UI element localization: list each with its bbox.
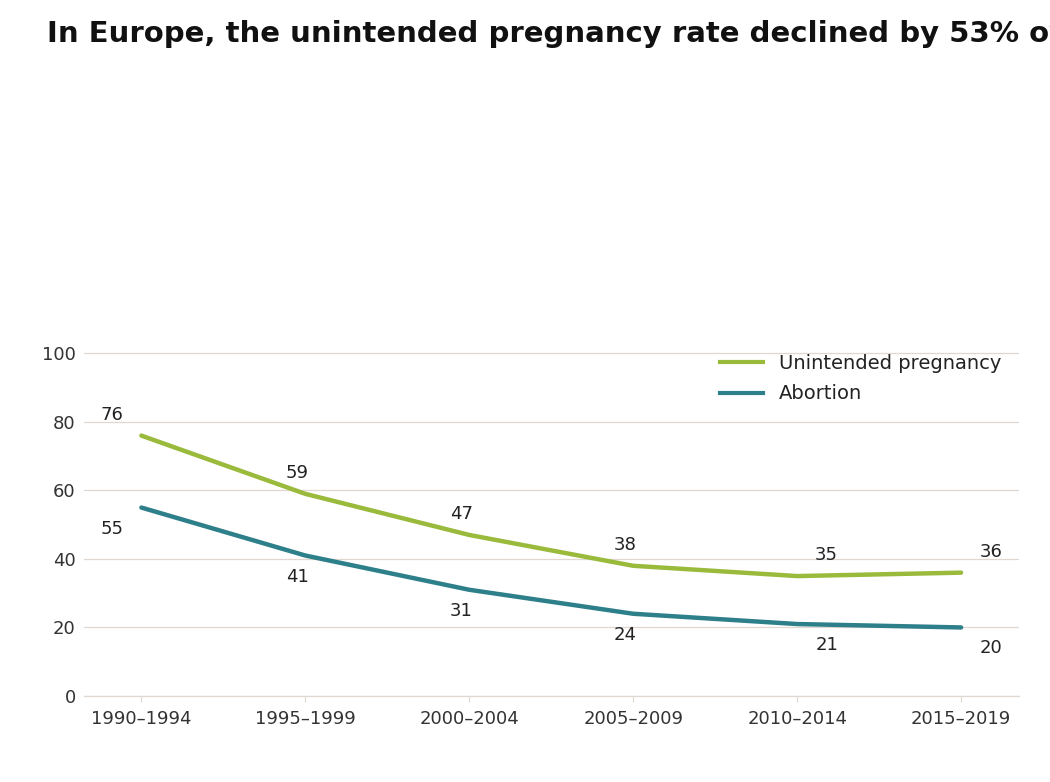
Text: 35: 35 bbox=[815, 546, 838, 564]
Text: 24: 24 bbox=[613, 626, 636, 644]
Text: 21: 21 bbox=[815, 636, 838, 654]
Text: 41: 41 bbox=[286, 568, 309, 586]
Text: 20: 20 bbox=[980, 640, 1002, 658]
Text: 31: 31 bbox=[449, 602, 472, 620]
Text: In Europe, the unintended pregnancy rate declined by 53% over: In Europe, the unintended pregnancy rate… bbox=[47, 20, 1050, 48]
Text: 36: 36 bbox=[980, 543, 1002, 561]
Text: 59: 59 bbox=[286, 464, 309, 482]
Text: 47: 47 bbox=[449, 505, 472, 523]
Text: 38: 38 bbox=[613, 536, 636, 554]
Legend: Unintended pregnancy, Abortion: Unintended pregnancy, Abortion bbox=[713, 346, 1009, 411]
Text: 76: 76 bbox=[101, 406, 123, 424]
Text: 55: 55 bbox=[101, 519, 123, 537]
